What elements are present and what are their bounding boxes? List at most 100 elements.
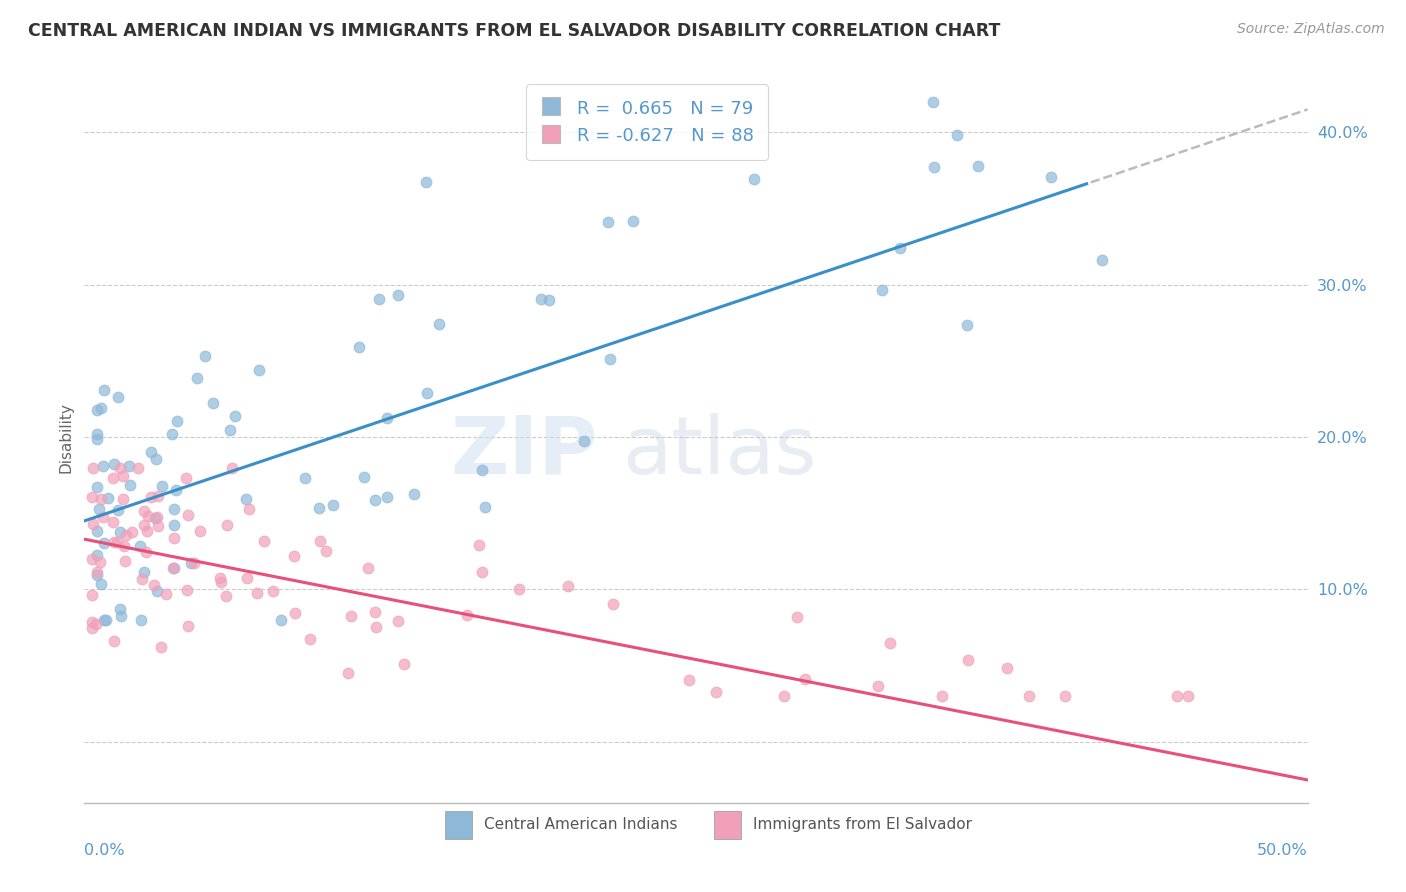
Point xyxy=(135,544,157,558)
Point xyxy=(347,340,370,354)
Point xyxy=(145,509,167,524)
Point xyxy=(111,492,134,507)
Point xyxy=(236,572,259,586)
Point xyxy=(283,549,305,563)
Point xyxy=(180,557,202,571)
Point xyxy=(86,426,108,441)
Point xyxy=(177,618,200,632)
Text: ZIP: ZIP xyxy=(451,413,598,491)
Point xyxy=(215,589,238,603)
Point xyxy=(194,349,217,363)
Point xyxy=(364,620,387,634)
Point xyxy=(148,489,170,503)
Point xyxy=(353,470,375,484)
Text: atlas: atlas xyxy=(623,413,817,491)
Point xyxy=(357,561,380,575)
Point xyxy=(134,517,156,532)
Point xyxy=(262,583,284,598)
Point xyxy=(364,492,387,507)
Point xyxy=(103,516,125,530)
Point xyxy=(508,582,530,596)
Point xyxy=(80,615,103,630)
Point xyxy=(238,502,260,516)
Point xyxy=(219,423,242,437)
Point xyxy=(80,621,103,635)
Text: Source: ZipAtlas.com: Source: ZipAtlas.com xyxy=(1237,22,1385,37)
Point xyxy=(86,480,108,494)
Point xyxy=(127,460,149,475)
Point xyxy=(131,572,153,586)
Point xyxy=(141,491,163,505)
Point xyxy=(89,555,111,569)
Point xyxy=(1177,689,1199,703)
Legend: R =  0.665   N = 79, R = -0.627   N = 88: R = 0.665 N = 79, R = -0.627 N = 88 xyxy=(526,84,768,160)
Point xyxy=(742,171,765,186)
Point xyxy=(215,517,238,532)
Point xyxy=(322,499,344,513)
Point xyxy=(772,689,794,703)
Point xyxy=(86,432,108,446)
Point xyxy=(572,434,595,448)
Point xyxy=(111,468,134,483)
Point xyxy=(96,613,118,627)
Point xyxy=(416,385,439,400)
Point xyxy=(1054,689,1077,703)
Point xyxy=(141,445,163,459)
Point xyxy=(308,501,330,516)
Point xyxy=(86,565,108,579)
Point xyxy=(86,402,108,417)
Point xyxy=(91,510,114,524)
Point xyxy=(270,613,292,627)
Point xyxy=(598,215,620,229)
Point xyxy=(135,524,157,538)
Point xyxy=(162,560,184,574)
Point xyxy=(557,578,579,592)
Point xyxy=(336,665,359,680)
Point xyxy=(136,509,159,524)
Point xyxy=(103,457,125,471)
Text: CENTRAL AMERICAN INDIAN VS IMMIGRANTS FROM EL SALVADOR DISABILITY CORRELATION CH: CENTRAL AMERICAN INDIAN VS IMMIGRANTS FR… xyxy=(28,22,1001,40)
Point xyxy=(121,524,143,539)
Text: Immigrants from El Salvador: Immigrants from El Salvador xyxy=(754,816,973,831)
Point xyxy=(956,318,979,333)
Point xyxy=(377,411,399,425)
Point xyxy=(84,617,107,632)
Point xyxy=(1166,689,1188,703)
Point xyxy=(299,632,322,647)
Point xyxy=(177,508,200,523)
Point xyxy=(471,463,494,477)
Point xyxy=(946,128,969,142)
Point xyxy=(90,491,112,506)
Point xyxy=(995,661,1018,675)
Point xyxy=(110,609,132,624)
Point xyxy=(471,566,494,580)
Point xyxy=(97,491,120,505)
Point xyxy=(93,613,115,627)
Point xyxy=(166,414,188,428)
Point xyxy=(90,577,112,591)
Point xyxy=(427,318,450,332)
Point xyxy=(368,292,391,306)
Point xyxy=(879,636,901,650)
Point xyxy=(872,283,894,297)
Point xyxy=(931,689,953,703)
Text: 50.0%: 50.0% xyxy=(1257,843,1308,858)
Point xyxy=(80,552,103,566)
Point xyxy=(120,478,142,492)
Point xyxy=(103,633,125,648)
Point xyxy=(415,174,437,188)
Point xyxy=(176,583,198,598)
Point xyxy=(468,538,491,552)
Point xyxy=(165,483,187,497)
Point xyxy=(91,458,114,473)
Y-axis label: Disability: Disability xyxy=(58,401,73,473)
Point xyxy=(82,517,104,532)
Point xyxy=(188,524,211,539)
Point xyxy=(108,524,131,539)
FancyBboxPatch shape xyxy=(446,811,472,838)
Point xyxy=(794,672,817,686)
Point xyxy=(889,241,911,255)
Point xyxy=(186,370,208,384)
Point xyxy=(224,409,246,423)
Point xyxy=(155,587,177,601)
